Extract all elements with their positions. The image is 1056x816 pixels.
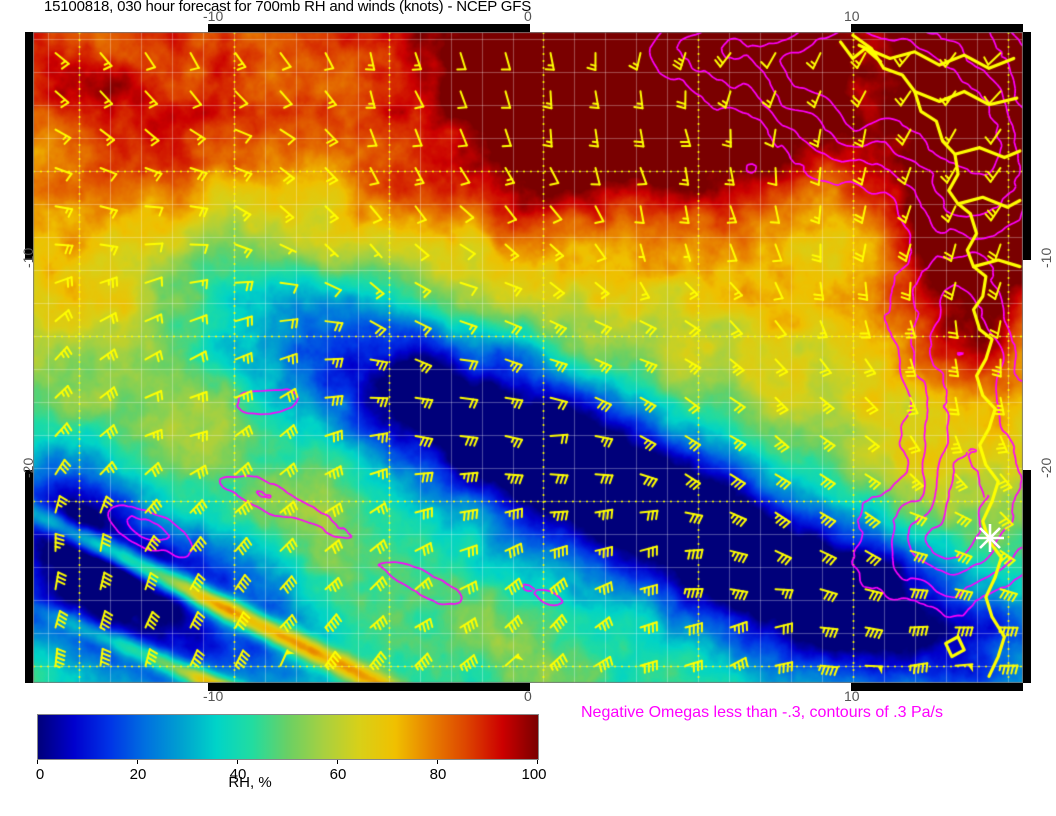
- colorbar: 0 20 40 60 80 100: [36, 714, 547, 783]
- colorbar-caption: RH, %: [228, 774, 272, 791]
- colorbar-label-20: 20: [129, 766, 147, 783]
- colorbar-tick-80: [437, 760, 438, 764]
- colorbar-label-40: 40: [229, 766, 247, 783]
- y-tick-left--10: -10: [20, 247, 36, 268]
- colorbar-tick-0: [37, 760, 38, 764]
- map-plot-area: [33, 32, 1023, 683]
- x-tick-top--10: -10: [203, 8, 224, 24]
- colorbar-label-60: 60: [329, 766, 347, 783]
- x-tick-top-0: 0: [524, 8, 532, 24]
- colorbar-label-0: 0: [35, 766, 45, 783]
- page-title: 15100818, 030 hour forecast for 700mb RH…: [44, 0, 532, 15]
- colorbar-tick-100: [537, 760, 538, 764]
- station-marker-icon: [976, 524, 1004, 552]
- axis-left: [25, 32, 33, 683]
- colorbar-label-80: 80: [429, 766, 447, 783]
- colorbar-tick-20: [137, 760, 138, 764]
- axis-right: [1023, 32, 1031, 683]
- rh-wind-heatmap-canvas: [33, 32, 1023, 683]
- x-tick-top-10: 10: [844, 8, 860, 24]
- omega-legend-note: Negative Omegas less than -.3, contours …: [581, 704, 943, 721]
- colorbar-tick-40: [237, 760, 238, 764]
- colorbar-gradient: [37, 714, 539, 760]
- y-tick-left--20: -20: [20, 457, 36, 478]
- x-tick-bottom-10: 10: [844, 688, 860, 704]
- x-tick-bottom--10: -10: [203, 688, 224, 704]
- colorbar-label-100: 100: [521, 766, 547, 783]
- x-tick-bottom-0: 0: [524, 688, 532, 704]
- axis-top: [33, 24, 1023, 32]
- y-tick-right--20: -20: [1038, 457, 1054, 478]
- y-tick-right--10: -10: [1038, 247, 1054, 268]
- axis-bottom: [33, 683, 1023, 691]
- colorbar-tick-60: [337, 760, 338, 764]
